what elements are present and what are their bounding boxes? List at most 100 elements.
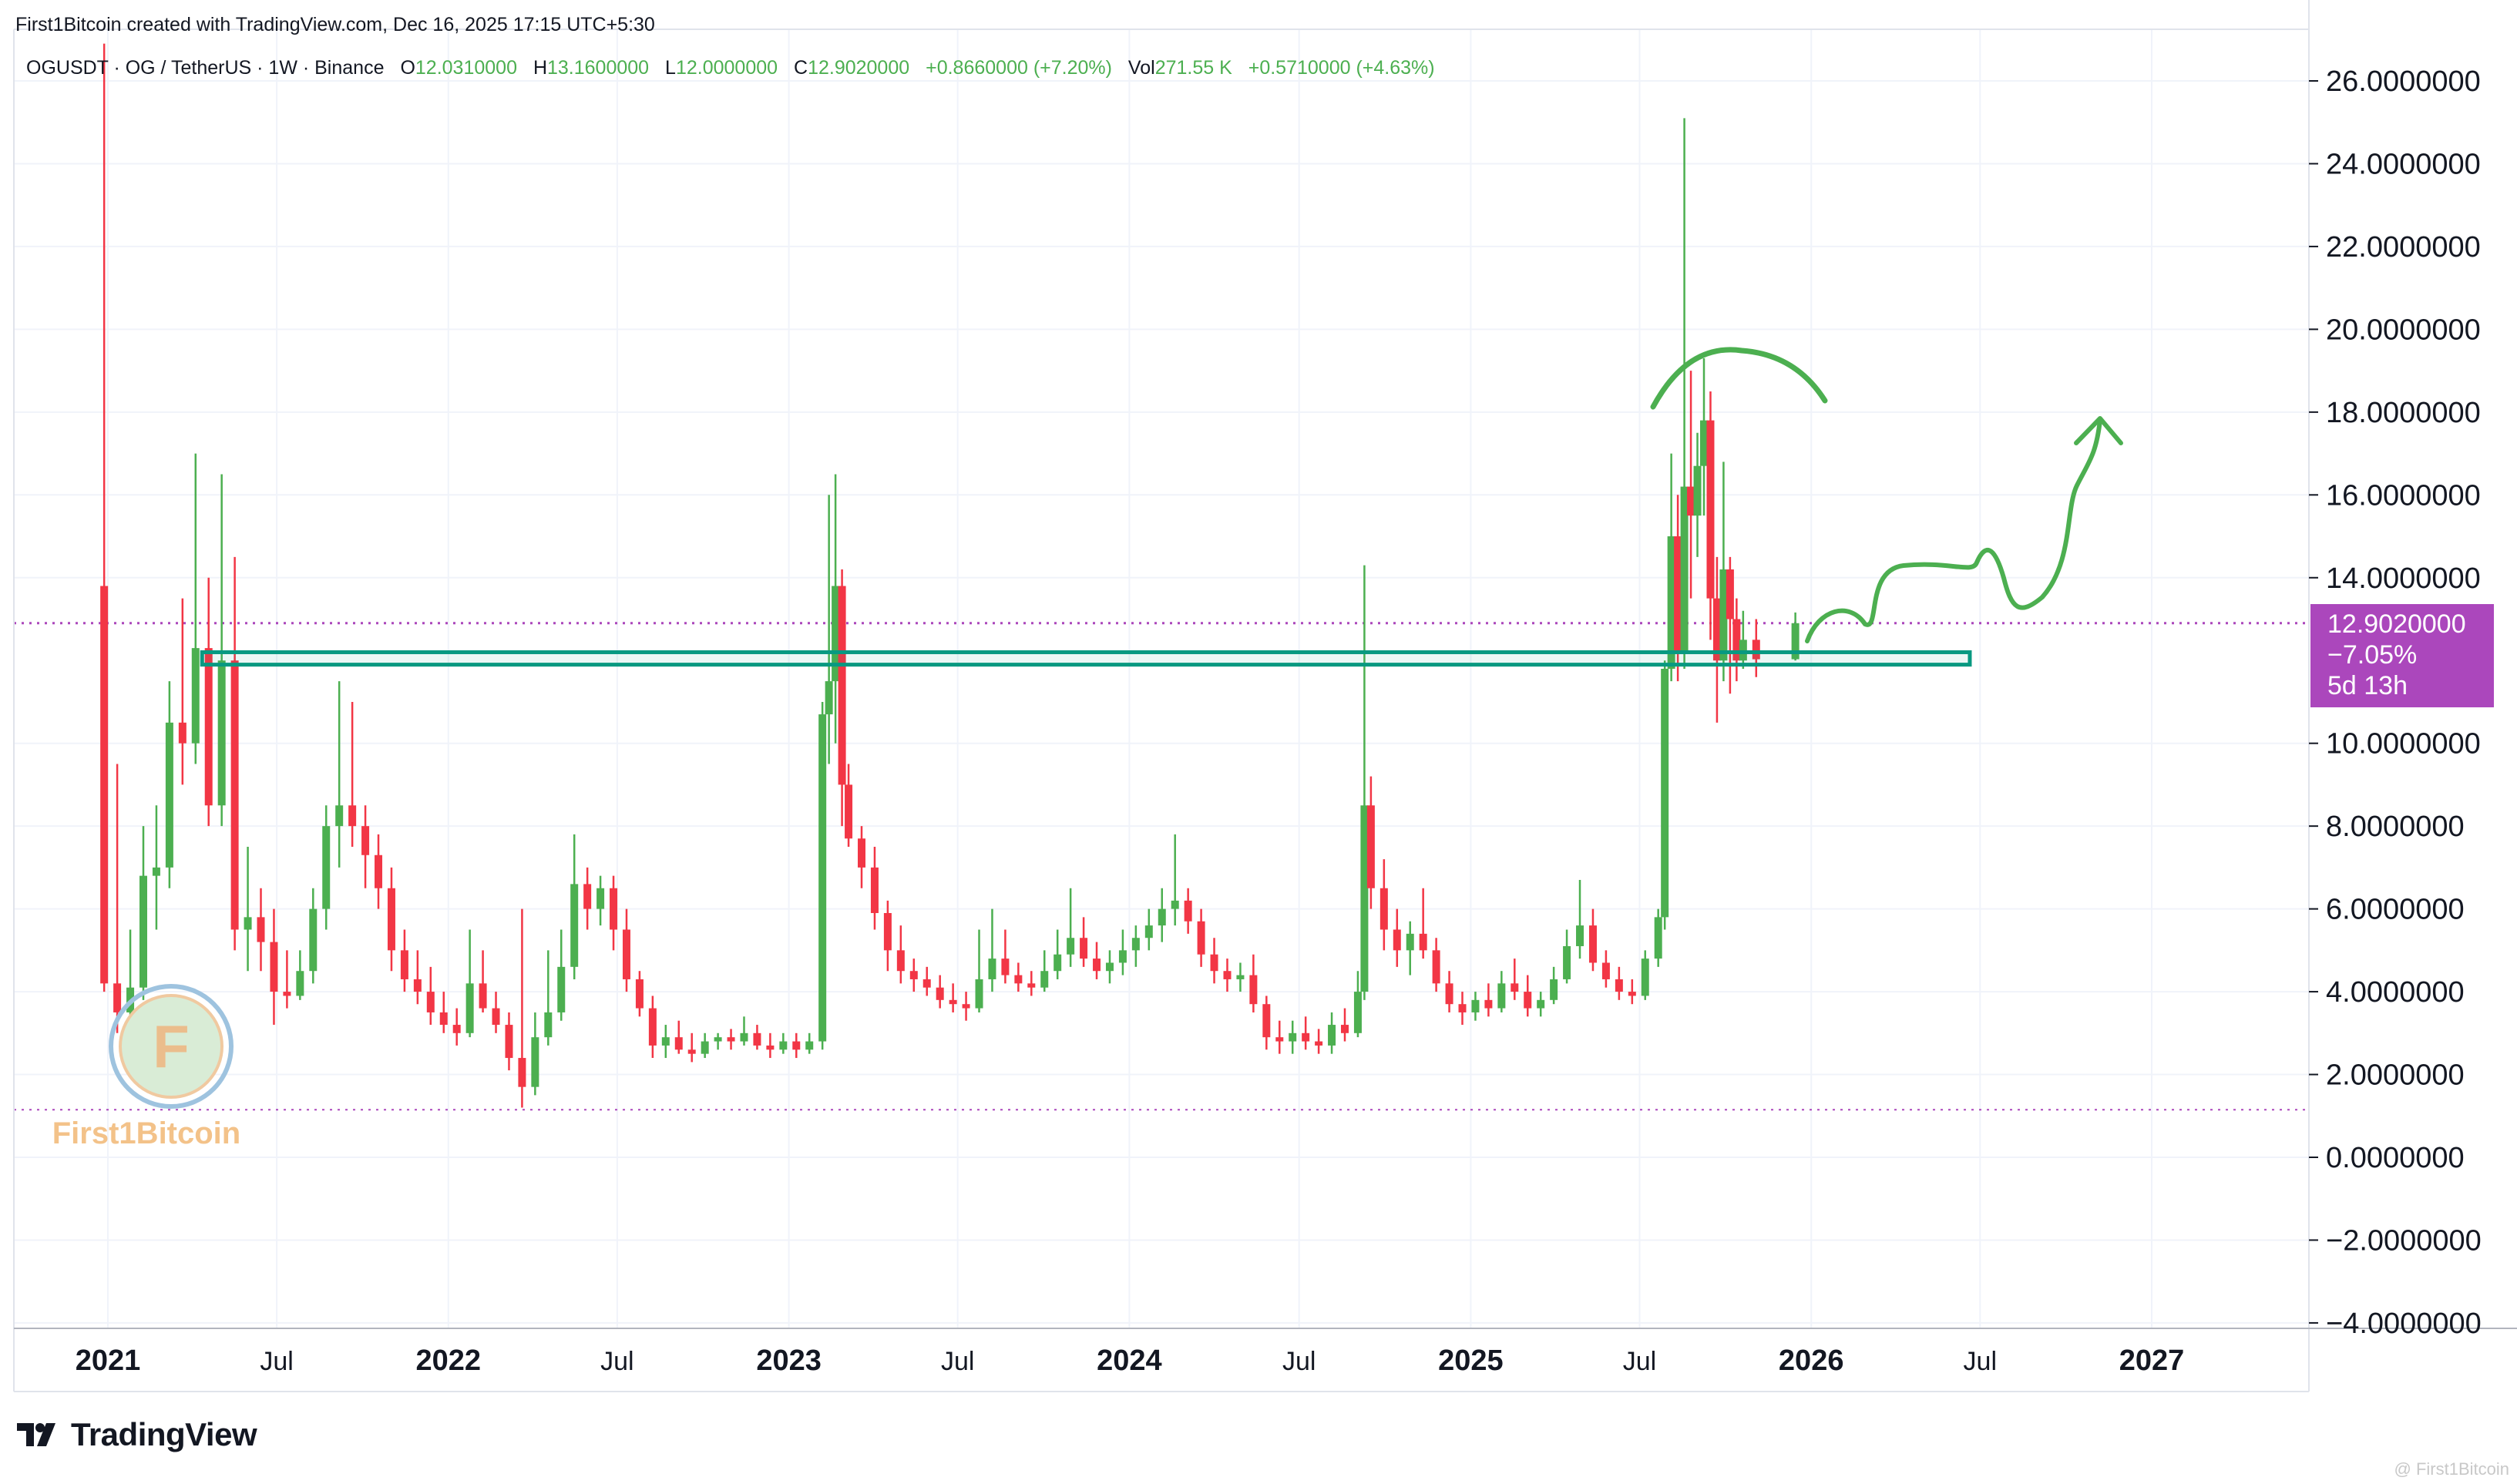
candle[interactable]: [1340, 1008, 1349, 1042]
candle[interactable]: [544, 950, 553, 1046]
candle[interactable]: [1700, 358, 1709, 516]
drawings[interactable]: [200, 347, 2123, 667]
candle[interactable]: [322, 805, 331, 930]
candle[interactable]: [622, 908, 630, 992]
tradingview-brand[interactable]: TradingView: [17, 1416, 257, 1453]
candle[interactable]: [1667, 453, 1675, 682]
candle[interactable]: [1131, 925, 1140, 967]
candle[interactable]: [1360, 565, 1369, 1000]
candle[interactable]: [518, 908, 526, 1108]
candle[interactable]: [1687, 371, 1695, 599]
candle[interactable]: [1674, 495, 1682, 682]
candle[interactable]: [648, 995, 657, 1059]
candle[interactable]: [766, 1032, 775, 1059]
candle[interactable]: [1406, 921, 1414, 975]
candle[interactable]: [1275, 1020, 1284, 1054]
candle[interactable]: [610, 875, 618, 951]
candle[interactable]: [1419, 888, 1427, 959]
candle[interactable]: [375, 834, 383, 909]
candle[interactable]: [1458, 992, 1467, 1026]
candle[interactable]: [557, 929, 566, 1021]
candle[interactable]: [1537, 992, 1545, 1017]
candle[interactable]: [270, 908, 278, 1026]
candle[interactable]: [883, 900, 892, 972]
candle[interactable]: [896, 925, 905, 984]
candle[interactable]: [531, 1012, 539, 1096]
candle[interactable]: [687, 1032, 696, 1063]
candle[interactable]: [988, 908, 996, 992]
candle[interactable]: [1615, 966, 1623, 1000]
candle[interactable]: [975, 929, 983, 1012]
candle[interactable]: [492, 992, 500, 1033]
candle[interactable]: [479, 950, 487, 1012]
candle[interactable]: [1511, 959, 1519, 1000]
candle[interactable]: [1484, 983, 1493, 1017]
candle[interactable]: [1210, 938, 1218, 984]
candle[interactable]: [792, 1032, 801, 1059]
projection-path-drawing[interactable]: [1805, 418, 2102, 643]
candle[interactable]: [400, 929, 408, 992]
candle[interactable]: [845, 764, 853, 848]
candle[interactable]: [1118, 929, 1127, 975]
support-zone-rectangle[interactable]: [200, 650, 1972, 667]
candle[interactable]: [465, 929, 474, 1038]
candle[interactable]: [1752, 619, 1760, 677]
candle[interactable]: [740, 1016, 748, 1046]
candle[interactable]: [1641, 950, 1649, 1000]
candle[interactable]: [1576, 880, 1584, 959]
candle[interactable]: [1353, 971, 1362, 1038]
candle[interactable]: [1158, 888, 1166, 942]
candle[interactable]: [962, 992, 970, 1021]
candle[interactable]: [1379, 859, 1388, 951]
candle[interactable]: [1236, 962, 1245, 992]
candle[interactable]: [152, 805, 160, 930]
candle[interactable]: [1302, 1016, 1310, 1050]
candle[interactable]: [113, 764, 122, 1033]
candle[interactable]: [1328, 1012, 1336, 1054]
candle[interactable]: [1093, 942, 1101, 979]
candle[interactable]: [1144, 908, 1153, 951]
candle[interactable]: [505, 1012, 513, 1071]
candle[interactable]: [1262, 995, 1271, 1050]
projection-arrow-head[interactable]: [2074, 416, 2123, 445]
candle[interactable]: [838, 569, 846, 827]
candle[interactable]: [1105, 950, 1114, 984]
candle[interactable]: [1027, 971, 1036, 996]
candle[interactable]: [452, 1008, 461, 1046]
candle[interactable]: [1067, 888, 1075, 967]
candle[interactable]: [283, 950, 291, 1009]
candle[interactable]: [1628, 979, 1636, 1005]
candle[interactable]: [165, 681, 173, 888]
candle[interactable]: [1550, 966, 1558, 1005]
candle[interactable]: [936, 975, 944, 1009]
candle[interactable]: [570, 834, 579, 979]
candle[interactable]: [825, 495, 833, 764]
candle[interactable]: [1524, 975, 1532, 1017]
candle[interactable]: [1223, 959, 1232, 992]
candle[interactable]: [1680, 118, 1689, 669]
candle[interactable]: [818, 701, 827, 1050]
candle[interactable]: [832, 474, 840, 744]
top-arc-drawing[interactable]: [1650, 347, 1828, 410]
candle[interactable]: [1315, 1029, 1323, 1054]
candle[interactable]: [949, 983, 957, 1012]
candle[interactable]: [1706, 391, 1715, 640]
candle[interactable]: [1726, 556, 1734, 694]
candle[interactable]: [1014, 962, 1023, 992]
candle[interactable]: [257, 888, 265, 972]
candle[interactable]: [178, 598, 187, 785]
candle[interactable]: [1001, 929, 1010, 984]
candle[interactable]: [1080, 917, 1088, 967]
candle[interactable]: [230, 556, 239, 951]
candle[interactable]: [1719, 462, 1728, 682]
candle[interactable]: [244, 847, 252, 972]
candle[interactable]: [335, 681, 344, 868]
candle[interactable]: [1739, 610, 1747, 669]
candle[interactable]: [1366, 776, 1375, 909]
candle[interactable]: [870, 847, 879, 930]
candle[interactable]: [1712, 556, 1721, 723]
candle[interactable]: [1289, 1020, 1297, 1054]
candle[interactable]: [1563, 929, 1571, 984]
candle[interactable]: [1445, 971, 1453, 1012]
